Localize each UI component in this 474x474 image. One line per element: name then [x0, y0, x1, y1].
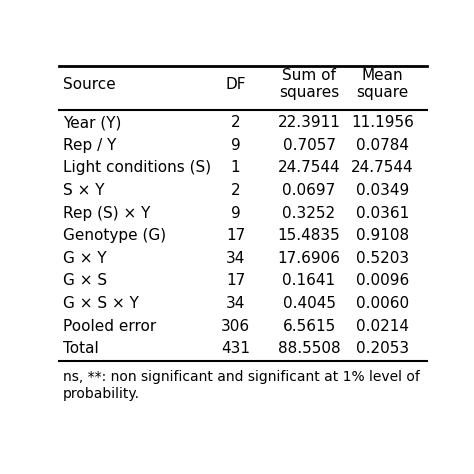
Text: 0.0349: 0.0349 — [356, 183, 409, 198]
Text: 17: 17 — [226, 273, 245, 289]
Text: ns, **: non significant and significant at 1% level of
probability.: ns, **: non significant and significant … — [63, 371, 420, 401]
Text: G × Y: G × Y — [63, 251, 107, 266]
Text: 2: 2 — [231, 115, 240, 130]
Text: Rep (S) × Y: Rep (S) × Y — [63, 206, 150, 220]
Text: G × S: G × S — [63, 273, 107, 289]
Text: 0.0096: 0.0096 — [356, 273, 409, 289]
Text: 0.4045: 0.4045 — [283, 296, 336, 311]
Text: 17: 17 — [226, 228, 245, 243]
Text: Pooled error: Pooled error — [63, 319, 156, 334]
Text: 9: 9 — [231, 138, 240, 153]
Text: Rep / Y: Rep / Y — [63, 138, 116, 153]
Text: 88.5508: 88.5508 — [278, 341, 340, 356]
Text: 6.5615: 6.5615 — [283, 319, 336, 334]
Text: 34: 34 — [226, 251, 245, 266]
Text: S × Y: S × Y — [63, 183, 104, 198]
Text: 34: 34 — [226, 296, 245, 311]
Text: 9: 9 — [231, 206, 240, 220]
Text: DF: DF — [225, 77, 246, 92]
Text: 0.0060: 0.0060 — [356, 296, 409, 311]
Text: 11.1956: 11.1956 — [351, 115, 414, 130]
Text: Sum of
squares: Sum of squares — [279, 68, 339, 100]
Text: Light conditions (S): Light conditions (S) — [63, 160, 211, 175]
Text: G × S × Y: G × S × Y — [63, 296, 139, 311]
Text: 306: 306 — [221, 319, 250, 334]
Text: 0.5203: 0.5203 — [356, 251, 409, 266]
Text: 17.6906: 17.6906 — [278, 251, 340, 266]
Text: 0.7057: 0.7057 — [283, 138, 336, 153]
Text: 22.3911: 22.3911 — [278, 115, 340, 130]
Text: Genotype (G): Genotype (G) — [63, 228, 166, 243]
Text: Total: Total — [63, 341, 99, 356]
Text: 0.0697: 0.0697 — [283, 183, 336, 198]
Text: Year (Y): Year (Y) — [63, 115, 121, 130]
Text: Source: Source — [63, 77, 116, 92]
Text: 1: 1 — [231, 160, 240, 175]
Text: 2: 2 — [231, 183, 240, 198]
Text: 24.7544: 24.7544 — [278, 160, 340, 175]
Text: 15.4835: 15.4835 — [278, 228, 340, 243]
Text: 0.1641: 0.1641 — [283, 273, 336, 289]
Text: 0.3252: 0.3252 — [283, 206, 336, 220]
Text: 0.0361: 0.0361 — [356, 206, 409, 220]
Text: 0.0214: 0.0214 — [356, 319, 409, 334]
Text: 24.7544: 24.7544 — [351, 160, 414, 175]
Text: Mean
square: Mean square — [356, 68, 409, 100]
Text: 0.2053: 0.2053 — [356, 341, 409, 356]
Text: 0.0784: 0.0784 — [356, 138, 409, 153]
Text: 431: 431 — [221, 341, 250, 356]
Text: 0.9108: 0.9108 — [356, 228, 409, 243]
